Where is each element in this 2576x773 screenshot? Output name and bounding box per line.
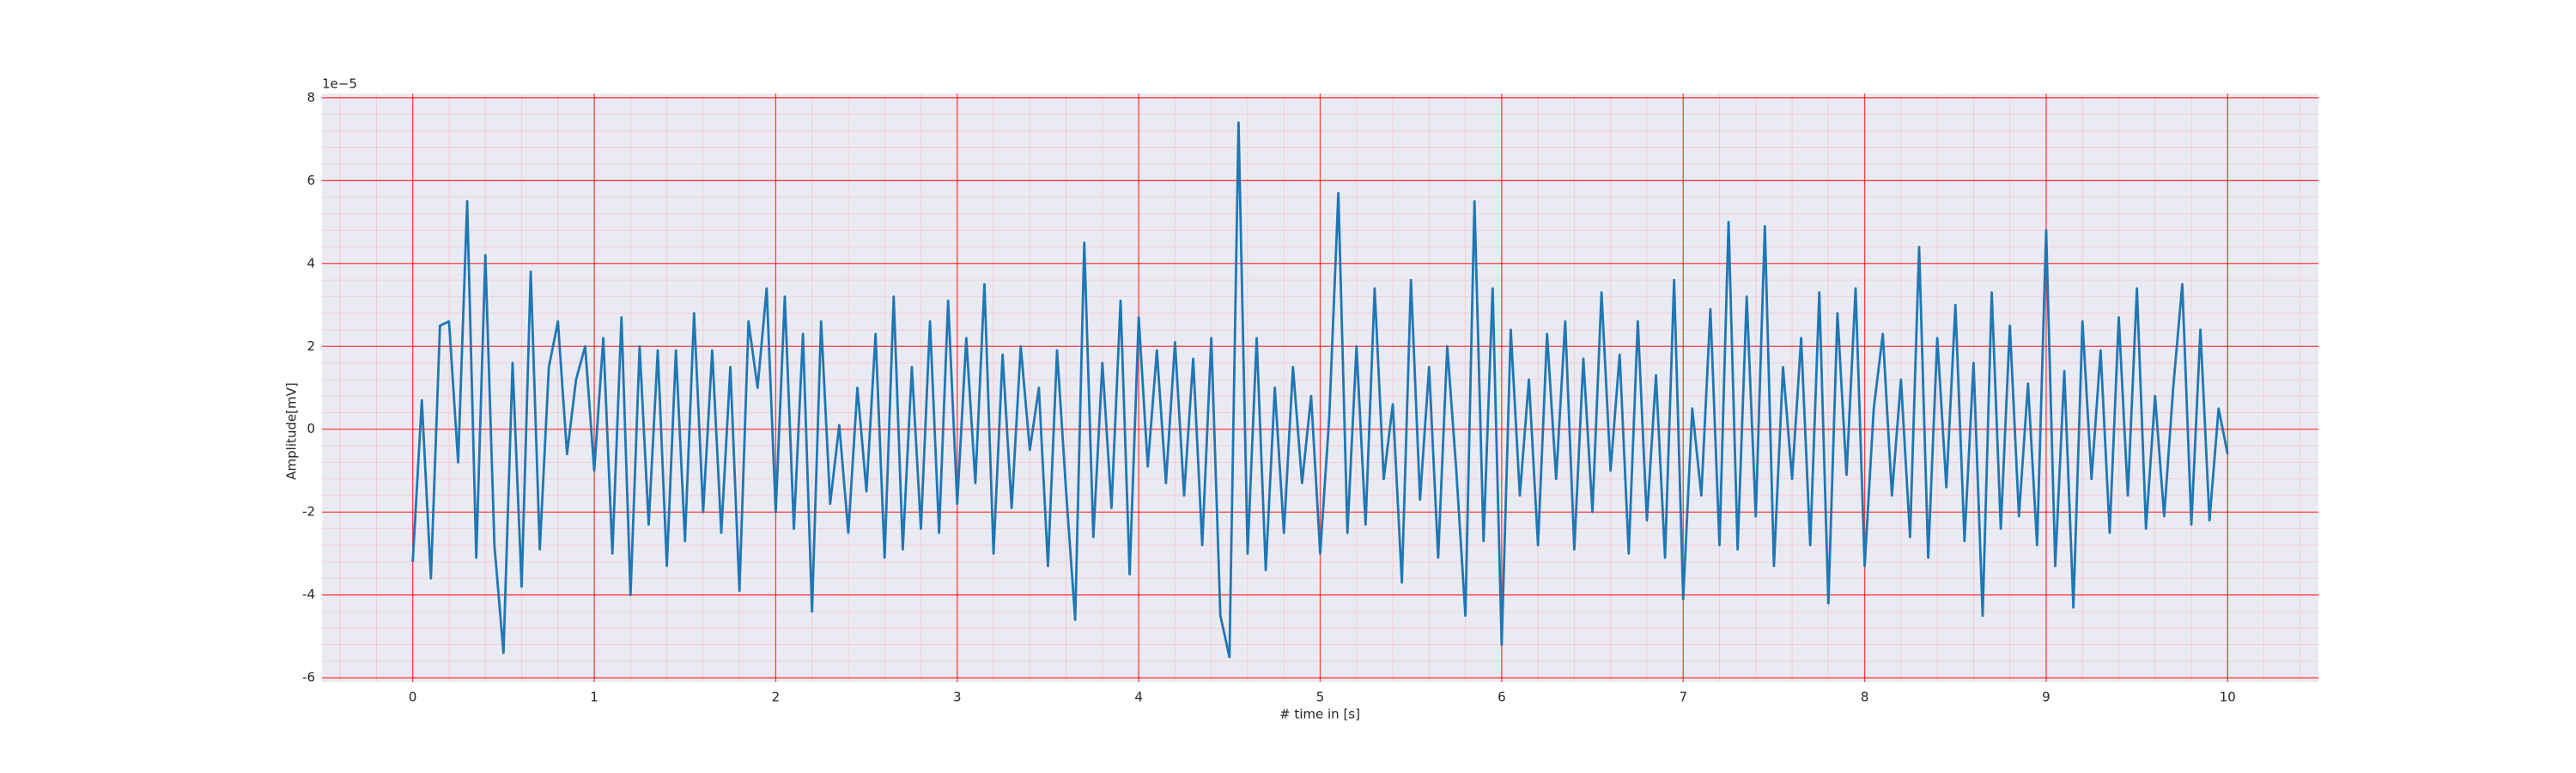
y-tick-label: 2 [307, 338, 315, 354]
y-axis-label: Amplitude[mV] [284, 382, 300, 479]
x-tick-label: 1 [590, 690, 598, 705]
y-tick-label: -4 [302, 587, 315, 602]
y-offset-label: 1e−5 [322, 76, 357, 92]
x-tick-label: 5 [1316, 690, 1325, 705]
y-tick-label: 4 [307, 255, 315, 271]
y-tick-label: 8 [307, 89, 315, 105]
grid [322, 94, 2318, 682]
x-tick-label: 6 [1498, 690, 1506, 705]
x-axis-label: # time in [s] [1279, 707, 1360, 722]
x-tick-label: 9 [2042, 690, 2050, 705]
x-tick-label: 0 [409, 690, 417, 705]
x-tick-label: 3 [953, 690, 962, 705]
x-tick-label: 7 [1679, 690, 1687, 705]
y-tick-label: 0 [307, 421, 315, 436]
y-tick-label: -2 [302, 504, 315, 520]
x-tick-label: 2 [772, 690, 781, 705]
x-tick-label: 10 [2220, 690, 2236, 705]
x-tick-label: 8 [1861, 690, 1869, 705]
y-tick-label: 6 [307, 173, 315, 188]
y-tick-label: -6 [302, 670, 315, 685]
x-tick-label: 4 [1134, 690, 1143, 705]
line-series [411, 121, 2229, 659]
